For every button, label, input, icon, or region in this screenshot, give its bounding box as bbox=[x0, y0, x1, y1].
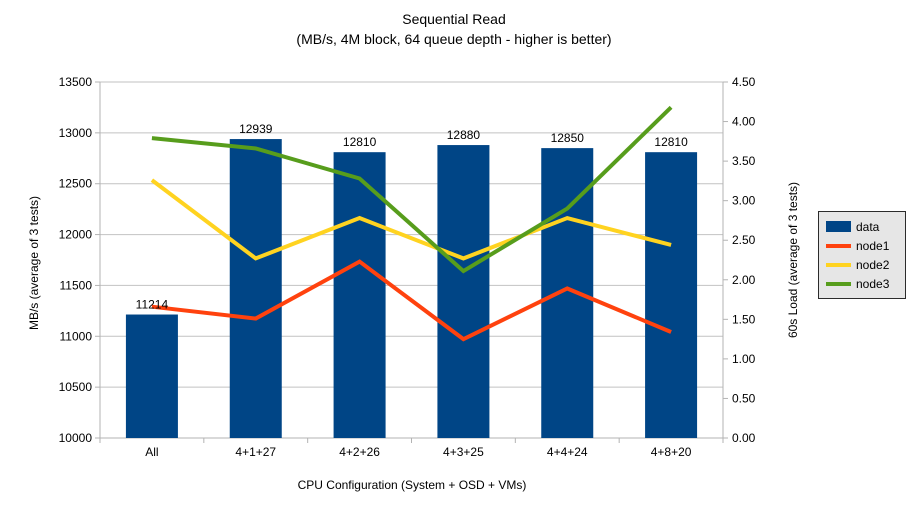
bar-4+8+20 bbox=[645, 152, 698, 438]
legend-line-swatch bbox=[826, 243, 851, 248]
bar-value-label: 12939 bbox=[239, 122, 273, 136]
category-label: 4+4+24 bbox=[547, 445, 588, 459]
left-axis-tick-label: 12500 bbox=[59, 177, 93, 191]
bar-value-label: 12810 bbox=[654, 135, 688, 149]
legend-line-swatch bbox=[826, 281, 851, 286]
legend: data node1 node2 node3 bbox=[818, 211, 906, 299]
category-label: All bbox=[145, 445, 158, 459]
bar-value-label: 12810 bbox=[343, 135, 377, 149]
bar-4+4+24 bbox=[541, 148, 594, 438]
legend-bar-swatch bbox=[826, 221, 851, 232]
right-axis-tick-label: 1.00 bbox=[732, 352, 756, 366]
right-axis-tick-label: 0.50 bbox=[732, 391, 756, 405]
bar-value-label: 11214 bbox=[136, 298, 169, 312]
chart-subtitle: (MB/s, 4M block, 64 queue depth - higher… bbox=[296, 31, 612, 47]
legend-label: data bbox=[856, 219, 880, 234]
left-axis-tick-label: 11500 bbox=[60, 278, 93, 292]
bar-value-label: 12880 bbox=[447, 128, 481, 142]
x-axis-title: CPU Configuration (System + OSD + VMs) bbox=[297, 478, 527, 492]
right-axis-tick-label: 2.50 bbox=[732, 233, 756, 247]
left-axis-tick-label: 10000 bbox=[59, 431, 93, 445]
chart-title: Sequential Read bbox=[402, 11, 506, 27]
category-label: 4+8+20 bbox=[651, 445, 692, 459]
legend-entry-node2: node2 bbox=[826, 257, 898, 272]
legend-entry-node1: node1 bbox=[826, 238, 898, 253]
left-axis-tick-label: 10500 bbox=[59, 380, 93, 394]
legend-label: node1 bbox=[856, 238, 890, 253]
legend-entry-node3: node3 bbox=[826, 276, 898, 291]
bar-4+3+25 bbox=[437, 145, 490, 438]
right-axis-tick-label: 4.50 bbox=[732, 75, 756, 89]
bar-4+2+26 bbox=[333, 152, 386, 438]
left-axis-title: MB/s (average of 3 tests) bbox=[27, 195, 41, 331]
right-axis-tick-label: 2.00 bbox=[732, 273, 756, 287]
legend-label: node2 bbox=[856, 257, 890, 272]
line-series-node1 bbox=[151, 259, 672, 342]
legend-line-swatch bbox=[826, 262, 851, 267]
category-label: 4+3+25 bbox=[443, 445, 484, 459]
category-label: 4+1+27 bbox=[235, 445, 276, 459]
legend-entry-data: data bbox=[826, 219, 898, 234]
left-axis-tick-label: 12000 bbox=[59, 228, 93, 242]
left-axis-tick-label: 11000 bbox=[60, 329, 93, 343]
right-axis-tick-label: 3.50 bbox=[732, 154, 756, 168]
bar-value-label: 12850 bbox=[551, 131, 585, 145]
right-axis-tick-label: 4.00 bbox=[732, 115, 756, 129]
line-series-node3 bbox=[151, 105, 673, 274]
right-axis-tick-label: 1.50 bbox=[732, 312, 756, 326]
right-axis-title: 60s Load (average of 3 tests) bbox=[786, 181, 800, 339]
line-series-node2 bbox=[150, 178, 672, 261]
legend-label: node3 bbox=[856, 276, 890, 291]
right-axis-tick-label: 3.00 bbox=[732, 194, 756, 208]
bar-All bbox=[125, 314, 178, 438]
right-axis-tick-label: 0.00 bbox=[732, 431, 756, 445]
left-axis-tick-label: 13500 bbox=[59, 75, 93, 89]
bar-4+1+27 bbox=[229, 139, 282, 439]
category-label: 4+2+26 bbox=[339, 445, 380, 459]
left-axis-tick-label: 13000 bbox=[59, 126, 93, 140]
